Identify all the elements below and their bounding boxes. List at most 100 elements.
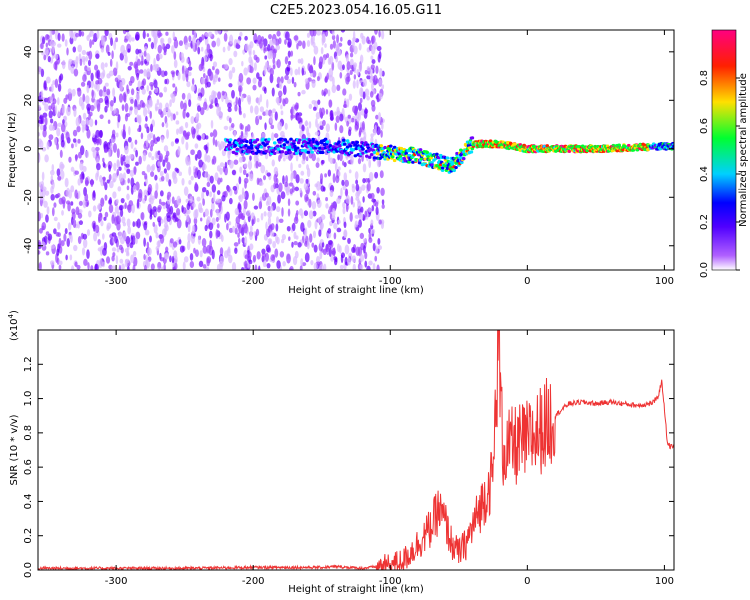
spectrogram-noise-speck — [52, 41, 57, 47]
spectrogram-noise-speck — [219, 162, 225, 168]
spectrogram-noise-speck — [209, 175, 214, 184]
spectrogram-noise-speck — [57, 43, 62, 48]
spectrogram-noise-speck — [64, 177, 69, 188]
spectrogram-noise-speck — [180, 52, 185, 60]
spectrogram-noise-speck — [295, 174, 300, 184]
spectrogram-noise-speck — [197, 235, 201, 245]
spectrogram-noise-speck — [362, 78, 367, 87]
spectrogram-noise-speck — [369, 91, 374, 98]
spectrogram-noise-speck — [148, 90, 152, 96]
spectrogram-noise-speck — [372, 242, 376, 252]
spectrogram-noise-speck — [75, 61, 78, 69]
spectrogram-noise-speck — [156, 99, 160, 106]
spectrogram-noise-speck — [288, 154, 293, 161]
spectrogram-noise-speck — [194, 249, 199, 257]
spectrogram-noise-speck — [116, 148, 120, 159]
spectrogram-noise-speck — [340, 30, 346, 33]
spectrogram-noise-speck — [299, 265, 303, 270]
spectrogram-noise-speck — [195, 154, 198, 161]
spectrogram-noise-speck — [204, 171, 209, 178]
spectrogram-noise-speck — [368, 227, 371, 234]
spectrogram-noise-speck — [269, 117, 273, 124]
spectrogram-noise-speck — [293, 231, 297, 240]
spectrogram-noise-speck — [102, 233, 105, 240]
spectrogram-signal-cell — [245, 139, 249, 144]
spectrogram-signal-cell — [291, 147, 295, 151]
spectrogram-noise-speck — [334, 257, 338, 263]
spectrogram-noise-speck — [252, 84, 257, 91]
spectrogram-x-tick-label: 0 — [524, 276, 530, 287]
spectrogram-noise-speck — [215, 198, 221, 203]
spectrogram-noise-speck — [61, 59, 66, 70]
spectrogram-noise-speck — [78, 151, 82, 159]
spectrogram-noise-speck — [360, 108, 365, 116]
spectrogram-noise-speck — [306, 164, 310, 171]
spectrogram-noise-speck — [86, 84, 90, 94]
spectrogram-signal-cell — [272, 151, 277, 156]
spectrogram-noise-speck — [68, 156, 72, 163]
spectrogram-signal-cell — [488, 139, 493, 143]
spectrogram-noise-speck — [364, 177, 369, 183]
spectrogram-noise-speck — [166, 129, 169, 139]
spectrogram-noise-speck — [380, 122, 384, 130]
spectrogram-noise-speck — [352, 80, 356, 89]
spectrogram-noise-speck — [364, 108, 369, 115]
spectrogram-noise-speck — [294, 68, 299, 76]
spectrogram-noise-speck — [120, 153, 124, 164]
spectrogram-signal-cell — [342, 142, 347, 146]
spectrogram-noise-speck — [280, 130, 285, 138]
spectrogram-noise-speck — [376, 157, 381, 168]
spectrogram-noise-speck — [267, 205, 271, 212]
spectrogram-noise-speck — [93, 232, 98, 242]
spectrogram-noise-speck — [180, 100, 184, 110]
spectrogram-noise-speck — [216, 165, 221, 172]
spectrogram-noise-speck — [207, 31, 213, 38]
spectrogram-noise-speck — [155, 232, 159, 239]
spectrogram-noise-speck — [346, 120, 350, 127]
spectrogram-signal-cell — [426, 155, 431, 159]
spectrogram-signal-cell — [382, 151, 386, 155]
spectrogram-noise-speck — [276, 260, 281, 269]
spectrogram-signal-cell — [292, 139, 296, 143]
spectrogram-noise-speck — [196, 149, 202, 160]
spectrogram-noise-speck — [66, 106, 71, 116]
spectrogram-noise-speck — [51, 181, 55, 190]
spectrogram-noise-speck — [122, 154, 126, 162]
spectrogram-noise-speck — [65, 131, 70, 141]
spectrogram-noise-speck — [181, 65, 185, 75]
spectrogram-noise-speck — [103, 148, 108, 154]
spectrogram-signal-cell — [392, 158, 397, 163]
spectrogram-noise-speck — [276, 30, 281, 37]
spectrogram-noise-speck — [211, 184, 217, 193]
spectrogram-noise-speck — [299, 178, 304, 184]
spectrogram-noise-speck — [44, 154, 49, 163]
spectrogram-noise-speck — [103, 86, 107, 93]
spectrogram-noise-speck — [181, 205, 184, 213]
spectrogram-noise-speck — [203, 101, 208, 111]
spectrogram-noise-speck — [359, 54, 364, 64]
spectrogram-noise-speck — [290, 171, 294, 180]
spectrogram-noise-speck — [301, 124, 305, 132]
spectrogram-noise-speck — [125, 30, 130, 33]
snr-x-ticks: -300 -200 -100 0 100 — [105, 330, 674, 587]
spectrogram-noise-speck — [232, 225, 236, 233]
spectrogram-noise-speck — [91, 39, 95, 45]
spectrogram-noise-speck — [156, 53, 161, 62]
spectrogram-noise-speck — [135, 48, 140, 55]
spectrogram-noise-speck — [146, 33, 150, 38]
spectrogram-noise-speck — [53, 216, 58, 222]
spectrogram-noise-speck — [134, 63, 139, 74]
spectrogram-noise-speck — [186, 57, 189, 64]
spectrogram-noise-speck — [138, 114, 142, 125]
spectrogram-noise-speck — [223, 32, 228, 42]
spectrogram-noise-speck — [214, 172, 219, 182]
spectrogram-noise-speck — [371, 198, 376, 203]
spectrogram-noise-speck — [147, 133, 152, 141]
spectrogram-noise-speck — [336, 243, 341, 252]
spectrogram-noise-speck — [105, 44, 110, 54]
spectrogram-noise-speck — [313, 45, 319, 55]
spectrogram-noise-speck — [322, 119, 326, 127]
spectrogram-noise-speck — [344, 244, 350, 255]
spectrogram-noise-speck — [215, 229, 219, 239]
spectrogram-noise-speck — [39, 195, 43, 201]
